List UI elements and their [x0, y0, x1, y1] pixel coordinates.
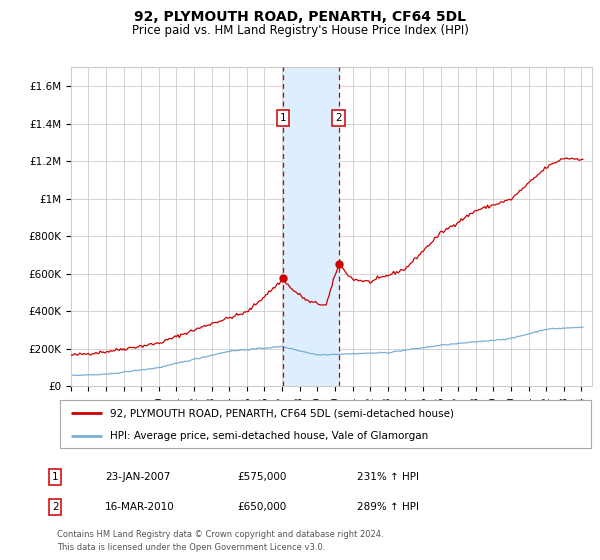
Bar [283, 67, 338, 386]
Text: 2: 2 [52, 502, 59, 512]
Text: £575,000: £575,000 [237, 472, 286, 482]
Text: Price paid vs. HM Land Registry's House Price Index (HPI): Price paid vs. HM Land Registry's House … [131, 24, 469, 36]
Text: Contains HM Land Registry data © Crown copyright and database right 2024.: Contains HM Land Registry data © Crown c… [57, 530, 383, 539]
Text: 1: 1 [52, 472, 59, 482]
Text: 92, PLYMOUTH ROAD, PENARTH, CF64 5DL: 92, PLYMOUTH ROAD, PENARTH, CF64 5DL [134, 10, 466, 24]
Text: 231% ↑ HPI: 231% ↑ HPI [357, 472, 419, 482]
Text: 1: 1 [280, 113, 286, 123]
Text: 92, PLYMOUTH ROAD, PENARTH, CF64 5DL (semi-detached house): 92, PLYMOUTH ROAD, PENARTH, CF64 5DL (se… [110, 408, 454, 418]
Text: 289% ↑ HPI: 289% ↑ HPI [357, 502, 419, 512]
Text: £650,000: £650,000 [237, 502, 286, 512]
Text: This data is licensed under the Open Government Licence v3.0.: This data is licensed under the Open Gov… [57, 543, 325, 552]
Text: HPI: Average price, semi-detached house, Vale of Glamorgan: HPI: Average price, semi-detached house,… [110, 431, 428, 441]
Text: 16-MAR-2010: 16-MAR-2010 [105, 502, 175, 512]
Text: 23-JAN-2007: 23-JAN-2007 [105, 472, 170, 482]
Text: 2: 2 [335, 113, 342, 123]
